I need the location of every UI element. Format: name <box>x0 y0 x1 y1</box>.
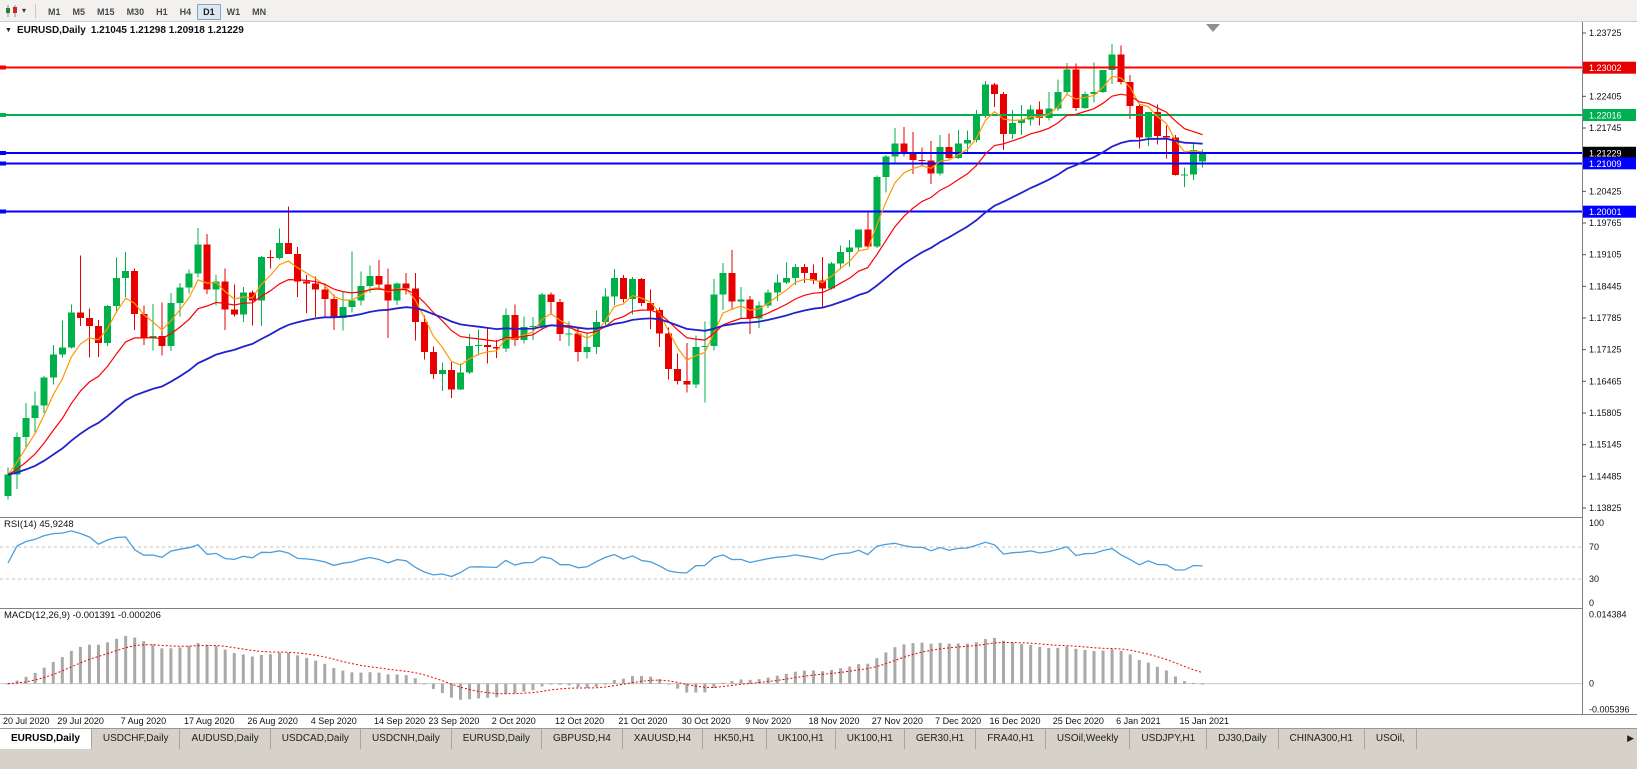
date-label: 9 Nov 2020 <box>745 716 792 726</box>
svg-text:0: 0 <box>1589 679 1594 689</box>
svg-text:1.21745: 1.21745 <box>1589 123 1622 133</box>
timeframe-button-m1[interactable]: M1 <box>48 6 61 17</box>
svg-text:1.15145: 1.15145 <box>1589 440 1622 450</box>
macd-indicator-label: MACD(12,26,9) -0.001391 -0.000206 <box>4 610 161 621</box>
date-label: 23 Sep 2020 <box>428 716 480 726</box>
chart-tab-13[interactable]: USOil,Weekly <box>1045 729 1131 749</box>
date-label: 20 Jul 2020 <box>3 716 50 726</box>
svg-text:1.22016: 1.22016 <box>1589 110 1622 120</box>
chart-tab-17[interactable]: USOil, <box>1364 729 1417 749</box>
tab-scroll-right-icon[interactable]: ▶ <box>1627 733 1634 743</box>
chart-tab-14[interactable]: USDJPY,H1 <box>1130 729 1208 749</box>
svg-text:1.13825: 1.13825 <box>1589 503 1622 513</box>
svg-text:-0.005396: -0.005396 <box>1589 705 1630 714</box>
time-axis[interactable]: 20 Jul 2020 29 Jul 2020 7 Aug 2020 17 Aug 2… <box>0 714 1637 728</box>
date-label: 7 Dec 2020 <box>935 716 982 726</box>
date-label: 4 Sep 2020 <box>310 716 357 726</box>
chart-tab-5[interactable]: EURUSD,Daily <box>451 729 542 749</box>
toolbar-separator <box>35 3 37 18</box>
timeframe-button-d1[interactable]: D1 <box>197 3 221 20</box>
svg-text:1.21009: 1.21009 <box>1589 159 1622 169</box>
date-label: 16 Dec 2020 <box>989 716 1041 726</box>
date-label: 27 Nov 2020 <box>871 716 923 726</box>
svg-text:1.20001: 1.20001 <box>1589 207 1622 217</box>
date-label: 6 Jan 2021 <box>1116 716 1161 726</box>
timeframe-buttons: M1 M5 M15 M30 H1 H4 D1 W1 MN <box>42 2 272 20</box>
timeframe-button-h1[interactable]: H1 <box>156 6 168 17</box>
price-chart[interactable]: 1.23725 1.22405 1.21745 1.20425 1.19765 1.191… <box>0 22 1637 714</box>
horizontal-lines[interactable] <box>0 65 1582 214</box>
rsi-plot <box>0 530 1582 580</box>
chart-tab-4[interactable]: USDCNH,Daily <box>360 729 452 749</box>
chart-ohlc-values: 1.21045 1.21298 1.20918 1.21229 <box>90 25 244 36</box>
timeframe-button-mn[interactable]: MN <box>252 6 267 17</box>
moving-average-lines <box>7 75 1203 476</box>
svg-text:1.16465: 1.16465 <box>1589 376 1622 386</box>
svg-text:1.17785: 1.17785 <box>1589 313 1622 323</box>
date-label: 14 Sep 2020 <box>374 716 426 726</box>
chevron-down-icon[interactable]: ▾ <box>22 6 27 15</box>
timeframe-button-m5[interactable]: M5 <box>72 6 86 17</box>
svg-text:0.014384: 0.014384 <box>1589 610 1627 620</box>
chart-title: ▼ EURUSD,Daily 1.21045 1.21298 1.20918 1… <box>5 25 244 36</box>
chart-tab-8[interactable]: HK50,H1 <box>703 729 767 749</box>
svg-text:1.14485: 1.14485 <box>1589 471 1622 481</box>
chart-tab-10[interactable]: UK100,H1 <box>835 729 905 749</box>
date-label: 25 Dec 2020 <box>1052 716 1104 726</box>
timeframe-button-w1[interactable]: W1 <box>226 6 241 17</box>
date-label: 21 Oct 2020 <box>618 716 668 726</box>
chart-tab-6[interactable]: GBPUSD,H4 <box>541 729 623 749</box>
svg-text:30: 30 <box>1589 574 1599 584</box>
svg-text:100: 100 <box>1589 518 1604 528</box>
chart-tab-1[interactable]: USDCHF,Daily <box>91 729 181 749</box>
timeframe-toolbar: ▾ M1 M5 M15 M30 H1 H4 D1 W1 MN <box>0 0 1637 22</box>
date-label: 7 Aug 2020 <box>120 716 167 726</box>
date-label: 30 Oct 2020 <box>681 716 731 726</box>
candlesticks <box>4 43 1207 500</box>
date-label: 26 Aug 2020 <box>247 716 298 726</box>
date-label: 29 Jul 2020 <box>57 716 104 726</box>
chart-tab-7[interactable]: XAUUSD,H4 <box>622 729 704 749</box>
svg-text:1.23002: 1.23002 <box>1589 63 1622 73</box>
chart-tab-15[interactable]: DJ30,Daily <box>1207 729 1279 749</box>
chart-periods-icon[interactable] <box>4 4 20 18</box>
date-label: 18 Nov 2020 <box>808 716 860 726</box>
svg-text:1.18445: 1.18445 <box>1589 281 1622 291</box>
timeframe-button-h4[interactable]: H4 <box>179 6 192 17</box>
macd-plot <box>0 635 1582 700</box>
svg-text:1.19765: 1.19765 <box>1589 218 1622 228</box>
timeframe-button-m15[interactable]: M15 <box>97 6 115 17</box>
timeframe-button-m30[interactable]: M30 <box>126 6 145 17</box>
chart-tab-0[interactable]: EURUSD,Daily <box>0 729 92 749</box>
chart-menu-icon[interactable]: ▼ <box>5 27 12 34</box>
svg-text:1.17125: 1.17125 <box>1589 345 1622 355</box>
chart-tab-12[interactable]: FRA40,H1 <box>976 729 1046 749</box>
date-label: 12 Oct 2020 <box>555 716 605 726</box>
svg-text:1.23725: 1.23725 <box>1589 28 1622 38</box>
date-label: 17 Aug 2020 <box>184 716 235 726</box>
chart-symbol-label: EURUSD,Daily <box>16 25 86 36</box>
chart-shift-marker[interactable] <box>1206 24 1220 32</box>
svg-text:1.19105: 1.19105 <box>1589 250 1622 260</box>
svg-text:1.20425: 1.20425 <box>1589 186 1622 196</box>
svg-text:70: 70 <box>1589 542 1599 552</box>
svg-text:1.15805: 1.15805 <box>1589 408 1622 418</box>
chart-tab-2[interactable]: AUDUSD,Daily <box>180 729 271 749</box>
chart-tab-11[interactable]: GER30,H1 <box>904 729 977 749</box>
chart-tabs: EURUSD,Daily USDCHF,Daily AUDUSD,Daily USDC… <box>0 729 1637 749</box>
chart-tab-16[interactable]: CHINA300,H1 <box>1278 729 1365 749</box>
date-label: 2 Oct 2020 <box>491 716 536 726</box>
svg-text:0: 0 <box>1589 598 1594 608</box>
chart-tab-3[interactable]: USDCAD,Daily <box>270 729 361 749</box>
date-label: 15 Jan 2021 <box>1179 716 1230 726</box>
svg-text:1.22405: 1.22405 <box>1589 91 1622 101</box>
chart-tab-bar: EURUSD,Daily USDCHF,Daily AUDUSD,Daily USDC… <box>0 728 1637 769</box>
chart-tab-9[interactable]: UK100,H1 <box>766 729 836 749</box>
price-axis[interactable]: 1.23725 1.22405 1.21745 1.20425 1.19765 1.191… <box>1582 22 1637 714</box>
svg-text:1.21229: 1.21229 <box>1589 148 1622 158</box>
rsi-indicator-label: RSI(14) 45,9248 <box>4 519 74 530</box>
